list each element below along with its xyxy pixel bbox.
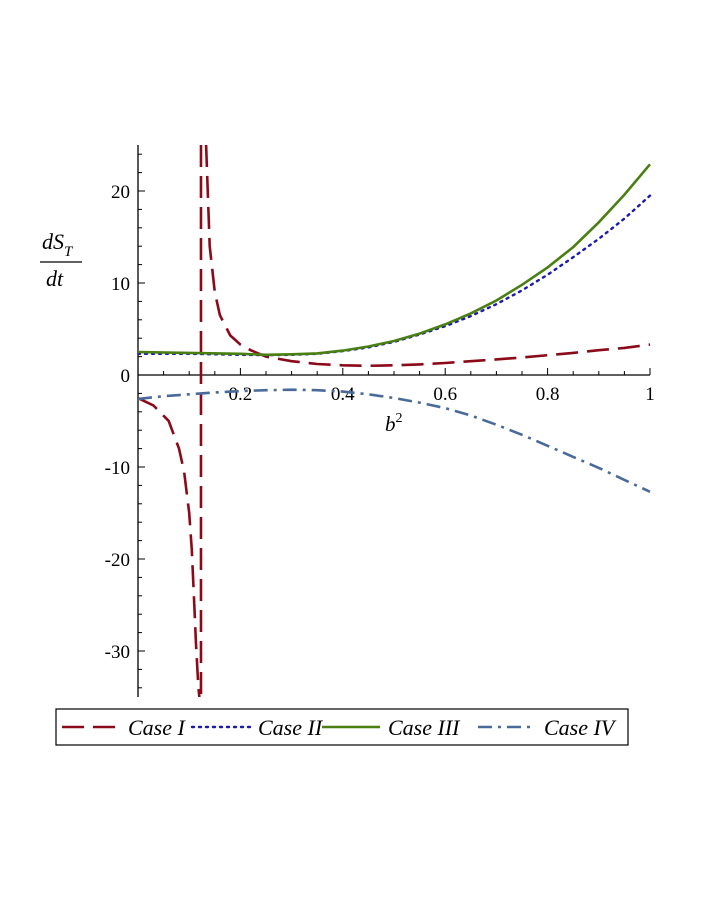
y-tick-label: 20 xyxy=(111,182,130,203)
legend-label: Case III xyxy=(388,715,461,740)
series-line-case-iv-branch-1 xyxy=(138,388,651,493)
x-tick-label: 0.2 xyxy=(229,384,253,405)
legend-label: Case II xyxy=(258,715,324,740)
legend-item: Case II xyxy=(190,715,324,740)
series-line-case-iii-branch-1 xyxy=(138,163,651,357)
y-tick-label: 0 xyxy=(121,366,131,387)
y-axis-label-denominator: dt xyxy=(46,266,64,291)
series-line-case-i-branch-1 xyxy=(138,396,201,697)
legend-item: Case IV xyxy=(478,715,617,740)
x-tick-labels: 0.2 0.4 0.6 0.8 1 xyxy=(229,384,655,405)
series xyxy=(138,145,652,697)
series-line-case-ii-branch-1 xyxy=(138,194,652,357)
x-tick-label: 1 xyxy=(645,384,655,405)
x-axis-label: b2 xyxy=(385,411,403,436)
y-tick-label: -20 xyxy=(105,550,130,571)
x-tick-label: 0.4 xyxy=(331,384,355,405)
legend-item: Case III xyxy=(322,715,461,740)
y-axis-label-numerator: dS xyxy=(42,229,64,254)
y-axis-label: dST dt xyxy=(40,229,82,291)
x-tick-label: 0.8 xyxy=(536,384,560,405)
x-axis-label-base: b xyxy=(385,412,396,436)
svg-text:dST: dST xyxy=(42,229,74,260)
y-tick-label: -30 xyxy=(105,642,130,663)
legend-item: Case I xyxy=(62,715,187,740)
legend-items: Case I Case II Case III Case IV xyxy=(62,715,617,740)
legend: Case I Case II Case III Case IV xyxy=(55,708,629,746)
y-tick-label: -10 xyxy=(105,458,130,479)
y-tick-labels: -30 -20 -10 0 10 20 xyxy=(105,182,130,663)
y-tick-label: 10 xyxy=(111,274,130,295)
x-tick-label: 0.6 xyxy=(433,384,457,405)
series-line-case-i-branch-2 xyxy=(204,145,651,368)
x-axis-label-sup: 2 xyxy=(396,411,403,426)
legend-label: Case I xyxy=(128,715,187,740)
legend-label: Case IV xyxy=(544,715,617,740)
tick-marks xyxy=(138,153,651,689)
y-axis-label-subscript: T xyxy=(64,244,74,260)
